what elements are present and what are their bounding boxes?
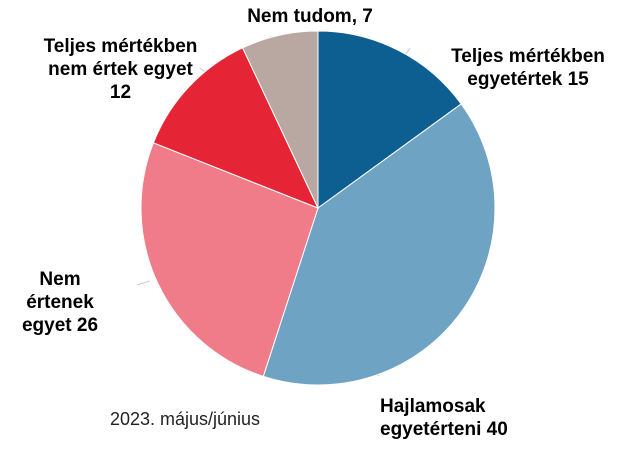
note: 2023. május/június [109,409,261,429]
data-label: Nem tudom, 7 [247,6,373,27]
pie-slice [241,30,319,209]
pie-slice [317,30,462,209]
leader-line [136,280,151,286]
pie-slice [262,103,496,386]
data-label: Nem értenek egyet 26 [21,269,99,336]
pie-slice [140,142,319,377]
pie-slice [152,47,319,209]
data-label: Hajlamosak egyetérteni 40 [380,396,508,440]
data-label: Teljes mértékben egyetértek 15 [451,46,605,90]
data-label: Teljes mértékben nem értek egyet 12 [43,36,198,103]
